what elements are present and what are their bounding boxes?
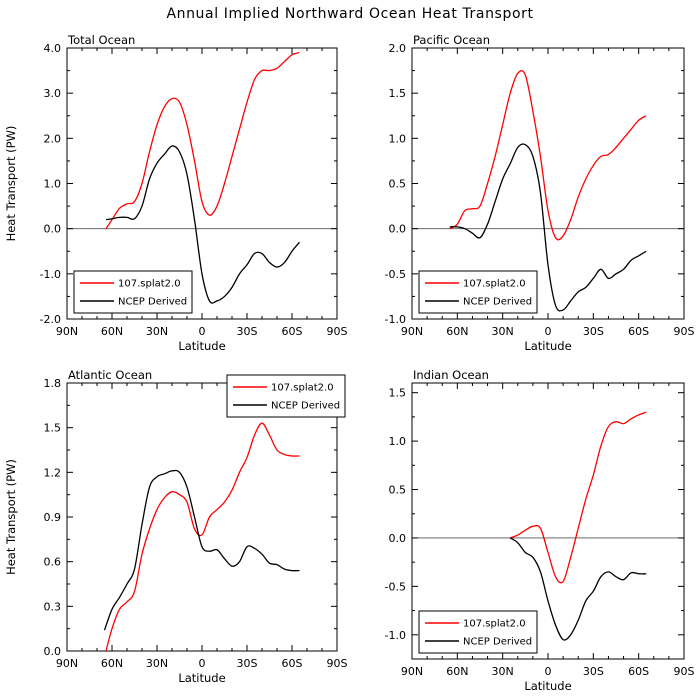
x-tick-label: 60N bbox=[101, 657, 123, 670]
x-tick-label: 30S bbox=[237, 325, 258, 338]
y-tick-label: 0.9 bbox=[44, 511, 62, 524]
x-tick-label: 90S bbox=[674, 325, 695, 338]
series-line-1 bbox=[105, 422, 300, 652]
y-tick-label: 1.0 bbox=[44, 178, 62, 191]
x-tick-label: 90S bbox=[327, 325, 348, 338]
x-tick-label: 60N bbox=[446, 665, 468, 678]
y-tick-label: 3.0 bbox=[44, 87, 62, 100]
legend-label-1: 107.splat2.0 bbox=[463, 619, 526, 630]
x-tick-label: 30S bbox=[583, 665, 604, 678]
x-tick-label: 60S bbox=[282, 325, 303, 338]
x-tick-label: 90N bbox=[56, 325, 78, 338]
series-line-1 bbox=[449, 70, 647, 241]
x-tick-label: 30N bbox=[492, 325, 514, 338]
y-tick-label: 0.5 bbox=[389, 178, 407, 191]
x-tick-label: 90N bbox=[401, 665, 423, 678]
legend-label-2: NCEP Derived bbox=[118, 297, 187, 308]
legend-label-1: 107.splat2.0 bbox=[271, 383, 334, 394]
chart-panels: Total Ocean 90N 60N 30N 0 30S 60S 90S -2.0 -1.0 0.… bbox=[4, 33, 695, 693]
x-tick-label: 90S bbox=[327, 657, 348, 670]
legend-label-2: NCEP Derived bbox=[463, 297, 532, 308]
x-axis-label: Latitude bbox=[524, 339, 571, 353]
series-line-2 bbox=[105, 145, 300, 304]
series-line-2 bbox=[449, 143, 647, 312]
x-tick-label: 90N bbox=[56, 657, 78, 670]
chart-panel-2: Pacific Ocean 90N 60N 30N 0 30S 60S 90S -1.0 -0.5… bbox=[385, 33, 695, 353]
y-tick-label: 1.5 bbox=[389, 387, 407, 400]
x-axis-label: Latitude bbox=[178, 339, 225, 353]
panel-title: Total Ocean bbox=[67, 33, 135, 47]
x-tick-label: 60S bbox=[282, 657, 303, 670]
chart-panel-3: Atlantic Ocean 90N 60N 30N 0 30S 60S 90S 0.0 0.3 0… bbox=[4, 368, 348, 685]
panel-title: Atlantic Ocean bbox=[68, 368, 152, 382]
x-axis-label: Latitude bbox=[178, 671, 225, 685]
x-axis-label: Latitude bbox=[524, 679, 571, 693]
x-tick-label: 0 bbox=[545, 665, 552, 678]
y-tick-label: 0.0 bbox=[44, 645, 62, 658]
series-line-2 bbox=[103, 469, 300, 631]
x-tick-label: 0 bbox=[545, 325, 552, 338]
y-tick-label: 2.0 bbox=[44, 132, 62, 145]
x-tick-label: 30S bbox=[237, 657, 258, 670]
legend-box bbox=[418, 610, 538, 654]
y-tick-label: -1.0 bbox=[385, 313, 406, 326]
legend-box bbox=[226, 374, 346, 418]
series-line-2 bbox=[509, 537, 647, 641]
x-tick-label: 60S bbox=[628, 325, 649, 338]
legend-label-1: 107.splat2.0 bbox=[463, 279, 526, 290]
legend-label-2: NCEP Derived bbox=[463, 637, 532, 648]
y-tick-label: -0.5 bbox=[385, 268, 406, 281]
x-tick-label: 30S bbox=[583, 325, 604, 338]
panel-title: Indian Ocean bbox=[413, 368, 489, 382]
chart-panel-1: Total Ocean 90N 60N 30N 0 30S 60S 90S -2.0 -1.0 0.… bbox=[4, 33, 348, 353]
chart-title: Annual Implied Northward Ocean Heat Tran… bbox=[166, 6, 533, 22]
legend-box bbox=[73, 270, 193, 314]
series-line-1 bbox=[509, 411, 647, 584]
legend: 107.splat2.0 NCEP Derived bbox=[418, 610, 538, 654]
y-tick-label: 0.0 bbox=[389, 532, 407, 545]
plot-frame bbox=[66, 382, 338, 652]
legend: 107.splat2.0 NCEP Derived bbox=[73, 270, 193, 314]
x-tick-label: 60S bbox=[628, 665, 649, 678]
y-tick-label: 1.8 bbox=[44, 377, 62, 390]
y-tick-label: 2.0 bbox=[389, 42, 407, 55]
x-tick-label: 30N bbox=[492, 665, 514, 678]
y-tick-label: 0.6 bbox=[44, 556, 62, 569]
y-tick-label: -1.0 bbox=[385, 629, 406, 642]
x-tick-label: 90N bbox=[401, 325, 423, 338]
y-tick-label: -0.5 bbox=[385, 580, 406, 593]
y-tick-label: 0.0 bbox=[389, 223, 407, 236]
legend: 107.splat2.0 NCEP Derived bbox=[226, 374, 346, 418]
x-tick-label: 60N bbox=[101, 325, 123, 338]
chart-panel-4: Indian Ocean 90N 60N 30N 0 30S 60S 90S -1.0 -0.5 0… bbox=[385, 368, 695, 693]
y-axis-label: Heat Transport (PW) bbox=[4, 459, 18, 575]
y-tick-label: 4.0 bbox=[44, 42, 62, 55]
y-tick-label: 1.0 bbox=[389, 132, 407, 145]
y-tick-label: 1.5 bbox=[389, 87, 407, 100]
x-tick-label: 60N bbox=[446, 325, 468, 338]
x-tick-label: 0 bbox=[199, 325, 206, 338]
y-tick-label: 0.3 bbox=[44, 600, 62, 613]
x-tick-label: 0 bbox=[199, 657, 206, 670]
x-tick-label: 30N bbox=[146, 325, 168, 338]
x-tick-label: 30N bbox=[146, 657, 168, 670]
legend-label-2: NCEP Derived bbox=[271, 401, 340, 412]
y-axis-label: Heat Transport (PW) bbox=[4, 126, 18, 242]
legend-label-1: 107.splat2.0 bbox=[118, 279, 181, 290]
y-tick-label: -1.0 bbox=[40, 268, 61, 281]
x-tick-label: 90S bbox=[674, 665, 695, 678]
legend: 107.splat2.0 NCEP Derived bbox=[418, 270, 538, 314]
y-tick-label: 1.2 bbox=[44, 466, 62, 479]
y-tick-label: 1.0 bbox=[389, 435, 407, 448]
legend-box bbox=[418, 270, 538, 314]
series-line-1 bbox=[105, 51, 300, 230]
y-tick-label: 1.5 bbox=[44, 422, 62, 435]
panel-title: Pacific Ocean bbox=[413, 33, 490, 47]
y-tick-label: 0.5 bbox=[389, 484, 407, 497]
y-tick-label: 0.0 bbox=[44, 223, 62, 236]
y-tick-label: -2.0 bbox=[40, 313, 61, 326]
